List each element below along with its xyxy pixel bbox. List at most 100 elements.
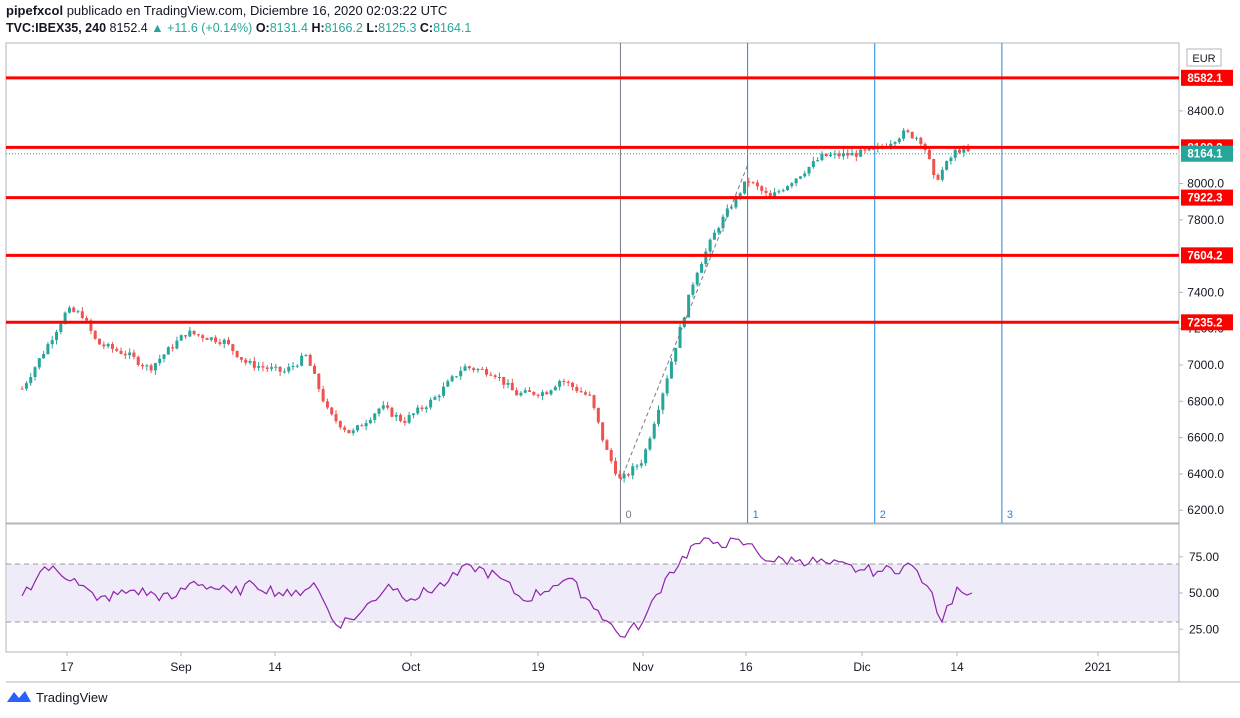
author-name[interactable]: pipefxcol — [6, 3, 64, 18]
price-tick-label: 7800.0 — [1187, 213, 1224, 227]
close-value: 8164.1 — [433, 21, 472, 35]
vertical-marker-label: 0 — [625, 509, 631, 521]
candle-body — [700, 263, 704, 273]
candle-body — [446, 381, 450, 387]
candle-body — [807, 167, 811, 174]
open-label: O: — [255, 21, 270, 35]
candle-body — [867, 148, 871, 151]
candle-body — [596, 407, 600, 423]
candle-body — [89, 320, 93, 331]
candle-body — [463, 366, 467, 371]
candle-body — [291, 366, 295, 368]
candle-body — [239, 357, 243, 360]
candle-body — [872, 148, 876, 150]
candle-body — [863, 149, 867, 151]
candle-body — [755, 182, 759, 187]
candle-body — [678, 326, 682, 348]
tradingview-wordmark: TradingView — [36, 689, 108, 705]
candle-body — [751, 182, 755, 184]
candle-body — [437, 395, 441, 398]
candle-body — [98, 338, 102, 345]
price-tick-label: 7000.0 — [1187, 358, 1224, 372]
time-tick-label: 16 — [739, 660, 753, 674]
candle-body — [549, 390, 553, 395]
rsi-tick-label: 50.00 — [1189, 586, 1219, 600]
candle-body — [790, 183, 794, 187]
level-tag — [1181, 314, 1233, 331]
price-tick-label: 8400.0 — [1187, 104, 1224, 118]
published-text: publicado en TradingView.com, Diciembre … — [66, 3, 448, 18]
candle-body — [485, 369, 489, 375]
candle-body — [532, 391, 536, 395]
vertical-marker-label: 1 — [753, 509, 759, 521]
candle-body — [282, 371, 286, 373]
candle-body — [674, 347, 678, 362]
candle-body — [235, 350, 239, 358]
candle-body — [304, 354, 308, 356]
candle-body — [222, 339, 226, 344]
candle-body — [308, 354, 312, 366]
candle-body — [42, 353, 46, 359]
candle-body — [93, 330, 97, 339]
rsi-pane — [5, 523, 1180, 653]
candle-body — [63, 312, 67, 324]
candle-body — [966, 148, 970, 152]
candle-body — [846, 153, 850, 156]
rsi-band — [7, 564, 1179, 622]
candle-body — [626, 474, 630, 476]
symbol-label: TVC:IBEX35, 240 — [6, 21, 107, 35]
candle-body — [480, 368, 484, 370]
candle-body — [33, 367, 37, 378]
price-change: ▲ +11.6 (+0.14%) — [151, 21, 253, 35]
level-tag-label: 7922.3 — [1187, 193, 1222, 205]
time-tick-label: Oct — [402, 660, 421, 674]
candle-body — [429, 399, 433, 408]
candle-body — [394, 414, 398, 417]
candle-body — [171, 347, 175, 349]
candle-body — [338, 421, 342, 428]
candle-body — [472, 368, 476, 371]
candle-body — [214, 337, 218, 343]
candle-body — [102, 344, 106, 347]
candle-body — [704, 251, 708, 264]
candle-body — [687, 294, 691, 318]
current-price-label: 8164.1 — [1187, 149, 1223, 161]
candle-body — [725, 208, 729, 217]
candle-body — [605, 440, 609, 450]
candle-body — [540, 392, 544, 396]
currency-box — [1186, 48, 1222, 67]
candle-body — [257, 366, 261, 368]
candle-body — [958, 149, 962, 153]
candle-body — [829, 154, 833, 157]
candle-body — [321, 389, 325, 402]
candle-body — [317, 373, 321, 390]
candle-body — [373, 413, 377, 420]
candle-body — [399, 414, 403, 421]
low-label: L: — [366, 21, 379, 35]
candle-body — [811, 161, 815, 168]
currency-label: EUR — [1192, 53, 1215, 65]
candle-body — [575, 387, 579, 392]
candle-body — [644, 449, 648, 464]
candle-body — [906, 130, 910, 132]
level-tag — [1181, 247, 1233, 264]
price-tick-label: 6200.0 — [1187, 503, 1224, 517]
candle-body — [691, 284, 695, 295]
candle-body — [665, 378, 669, 394]
candle-body — [55, 331, 59, 341]
level-tag — [1181, 189, 1233, 206]
candle-body — [824, 153, 828, 157]
candle-body — [368, 419, 372, 424]
tradingview-brand[interactable]: TradingView — [6, 689, 108, 705]
candle-body — [80, 311, 84, 318]
candle-body — [902, 130, 906, 139]
candle-body — [179, 335, 183, 341]
price-tick-label: 8000.0 — [1187, 177, 1224, 191]
candle-body — [149, 365, 153, 371]
candle-body — [347, 429, 351, 434]
vertical-marker-label: 3 — [1007, 509, 1013, 521]
candle-body — [85, 317, 89, 321]
candle-body — [106, 343, 110, 347]
candle-body — [110, 343, 114, 349]
